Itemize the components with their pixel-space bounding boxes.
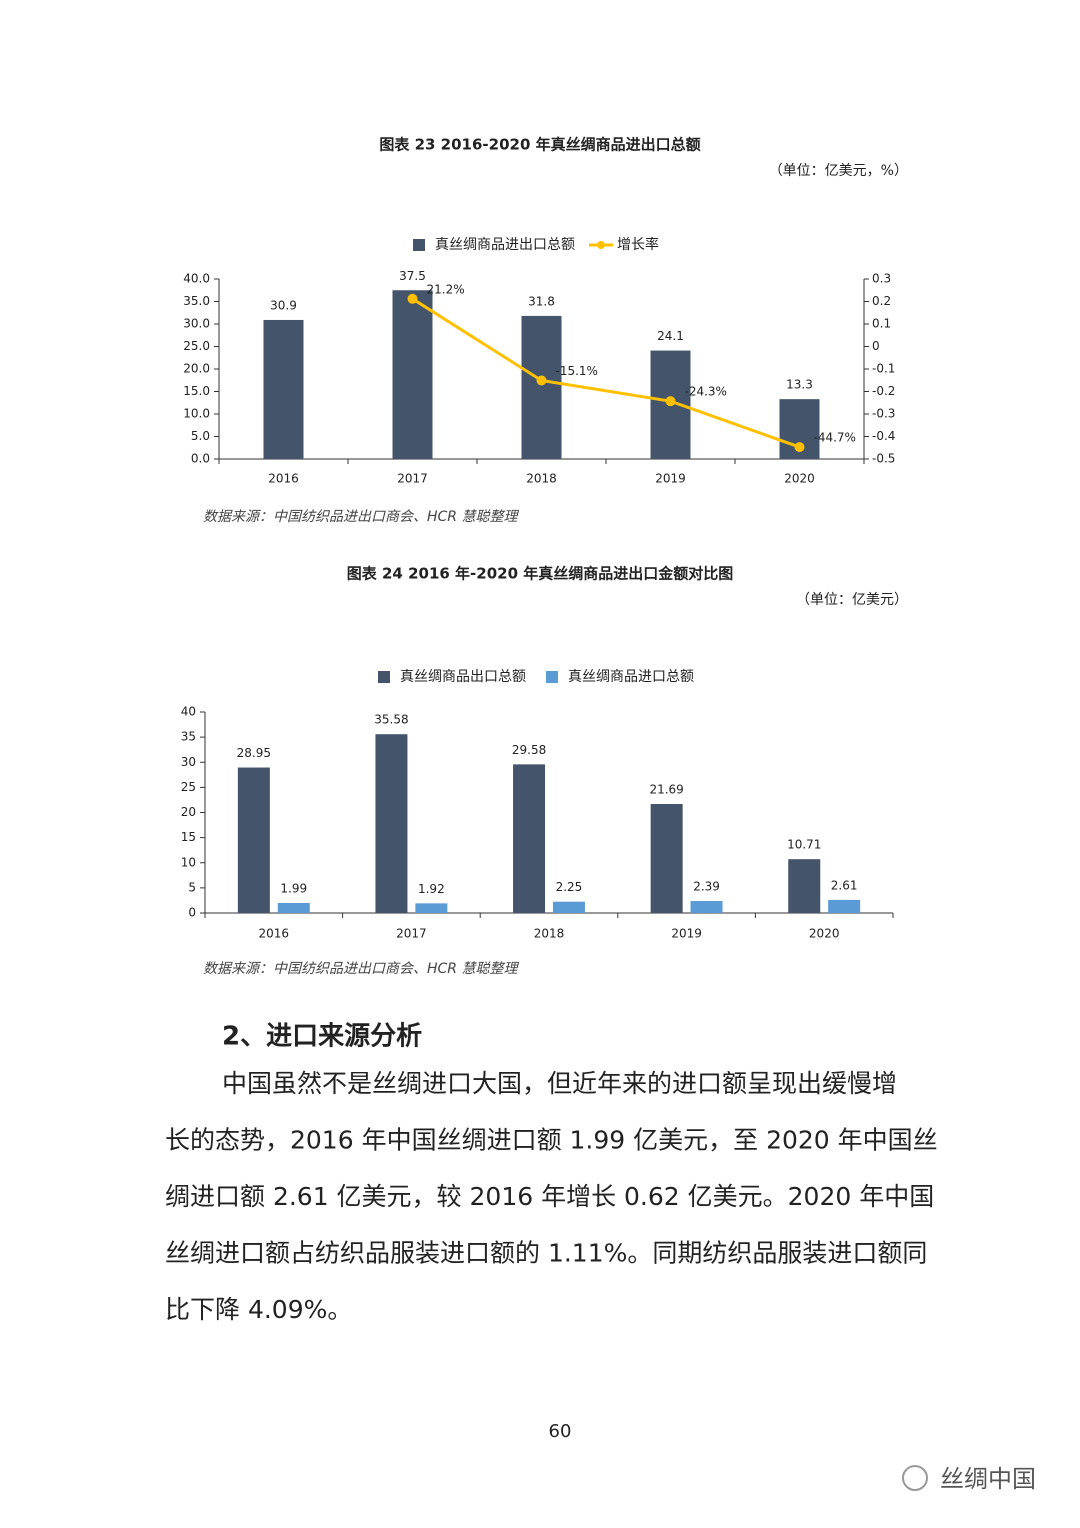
- line-value-label: -24.3%: [685, 385, 727, 399]
- paragraph-line: 丝绸进口额占纺织品服装进口额的 1.11%。同期纺织品服装进口额同: [165, 1239, 927, 1268]
- x-tick-label: 2018: [534, 927, 565, 941]
- y-tick-label: 35: [181, 730, 196, 744]
- bar-value-label: 2.61: [831, 878, 858, 892]
- x-tick-label: 2017: [396, 927, 427, 941]
- unit-note: （单位：亿美元，%）: [769, 163, 908, 179]
- footer-brand: 丝绸中国: [940, 1465, 1036, 1493]
- line-point: [794, 442, 805, 453]
- bar-value-label: 13.3: [786, 378, 813, 392]
- y2-tick-label: -0.2: [872, 384, 895, 398]
- x-tick-label: 2018: [526, 472, 557, 486]
- bar: [392, 290, 433, 459]
- bar: [415, 903, 448, 913]
- y-tick-label: 40.0: [183, 272, 210, 286]
- y2-tick-label: -0.1: [872, 362, 895, 376]
- bar: [552, 901, 585, 913]
- chart-title: 图表 24 2016 年-2020 年真丝绸商品进出口金额对比图: [347, 565, 734, 583]
- bar: [650, 804, 683, 913]
- bar-value-label: 10.71: [787, 838, 821, 852]
- legend-swatch: [597, 241, 605, 249]
- section-heading: 2、进口来源分析: [222, 1022, 422, 1052]
- y-tick-label: 30: [181, 755, 196, 769]
- y-tick-label: 5: [188, 880, 196, 894]
- y2-tick-label: 0: [872, 339, 880, 353]
- x-tick-label: 2020: [809, 927, 840, 941]
- y-tick-label: 10: [181, 855, 196, 869]
- bar-value-label: 1.92: [418, 882, 445, 896]
- y2-tick-label: -0.5: [872, 452, 895, 466]
- line-value-label: 21.2%: [427, 282, 465, 296]
- x-tick-label: 2016: [259, 927, 290, 941]
- bar: [375, 734, 408, 913]
- unit-note: （单位：亿美元）: [796, 592, 908, 608]
- legend-label: 真丝绸商品进出口总额: [435, 237, 575, 253]
- paragraph-line: 绸进口额 2.61 亿美元，较 2016 年增长 0.62 亿美元。2020 年…: [165, 1182, 934, 1211]
- bar-value-label: 35.58: [374, 713, 408, 727]
- y-tick-label: 20.0: [183, 362, 210, 376]
- y-tick-label: 25.0: [183, 339, 210, 353]
- bar-value-label: 21.69: [649, 783, 683, 797]
- bar: [263, 319, 304, 459]
- legend-label: 增长率: [617, 236, 659, 253]
- legend-swatch: [378, 671, 390, 683]
- y-tick-label: 15: [181, 830, 196, 844]
- bar: [690, 900, 723, 913]
- y2-tick-label: 0.1: [872, 317, 891, 331]
- paragraph-line: 中国虽然不是丝绸进口大国，但近年来的进口额呈现出缓慢增: [222, 1069, 897, 1098]
- bar-value-label: 30.9: [270, 298, 297, 312]
- bar: [277, 903, 310, 913]
- line-point: [407, 293, 418, 304]
- y-tick-label: 40: [181, 705, 196, 719]
- bar-value-label: 28.95: [237, 746, 271, 760]
- source-note: 数据来源：中国纺织品进出口商会、HCR 慧聪整理: [203, 961, 519, 977]
- bar: [788, 859, 821, 913]
- bar-value-label: 2.25: [556, 880, 583, 894]
- line-point: [536, 375, 547, 386]
- bar-value-label: 29.58: [512, 743, 546, 757]
- bar: [237, 767, 270, 913]
- page-number: 60: [549, 1421, 572, 1442]
- line-value-label: -15.1%: [556, 364, 598, 378]
- bar-value-label: 24.1: [657, 329, 684, 343]
- line-value-label: -44.7%: [814, 431, 856, 445]
- bar: [521, 315, 562, 459]
- chart-title: 图表 23 2016-2020 年真丝绸商品进出口总额: [379, 136, 700, 154]
- y2-tick-label: -0.3: [872, 407, 895, 421]
- y-tick-label: 35.0: [183, 294, 210, 308]
- bar-value-label: 31.8: [528, 294, 555, 308]
- legend-label: 真丝绸商品出口总额: [400, 669, 526, 685]
- paragraph-line: 比下降 4.09%。: [165, 1295, 352, 1324]
- y2-tick-label: 0.2: [872, 294, 891, 308]
- bar-value-label: 37.5: [399, 269, 426, 283]
- y-tick-label: 25: [181, 780, 196, 794]
- line: [411, 297, 801, 449]
- y-tick-label: 20: [181, 805, 196, 819]
- y-tick-label: 15.0: [183, 384, 210, 398]
- bar: [513, 764, 546, 913]
- legend-swatch: [413, 239, 425, 251]
- logo-icon: [902, 1465, 928, 1491]
- x-tick-label: 2017: [397, 472, 428, 486]
- y-tick-label: 10.0: [183, 407, 210, 421]
- x-tick-label: 2016: [268, 472, 299, 486]
- y2-tick-label: -0.4: [872, 429, 895, 443]
- x-tick-label: 2019: [655, 472, 686, 486]
- bar-value-label: 1.99: [280, 882, 307, 896]
- legend-label: 真丝绸商品进口总额: [568, 669, 694, 685]
- y-tick-label: 30.0: [183, 317, 210, 331]
- y-tick-label: 0.0: [191, 452, 210, 466]
- source-note: 数据来源：中国纺织品进出口商会、HCR 慧聪整理: [203, 509, 519, 525]
- legend-swatch: [546, 671, 558, 683]
- line-point: [665, 396, 676, 407]
- bar: [828, 899, 861, 913]
- paragraph-line: 长的态势，2016 年中国丝绸进口额 1.99 亿美元，至 2020 年中国丝: [165, 1126, 938, 1155]
- x-tick-label: 2019: [671, 927, 702, 941]
- y-tick-label: 5.0: [191, 429, 210, 443]
- y-tick-label: 0: [188, 906, 196, 920]
- x-tick-label: 2020: [784, 472, 815, 486]
- bar-value-label: 2.39: [693, 879, 720, 893]
- y2-tick-label: 0.3: [872, 272, 891, 286]
